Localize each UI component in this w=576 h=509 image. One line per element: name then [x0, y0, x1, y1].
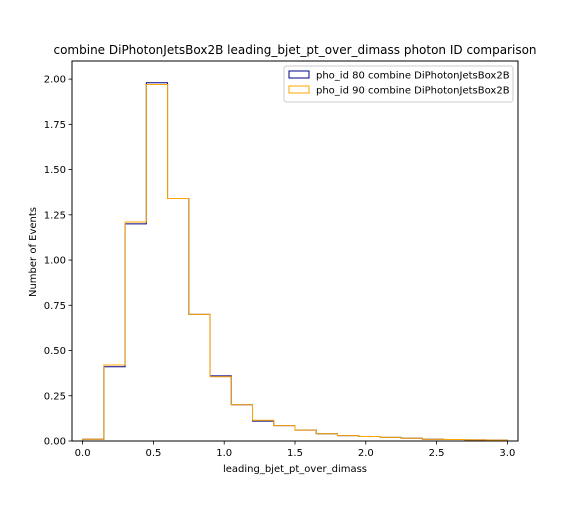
x-tick-label: 1.5 [287, 448, 303, 459]
legend-swatch-1 [288, 85, 310, 94]
legend-box [283, 65, 514, 103]
series-1-step-line [82, 84, 508, 441]
y-tick-label: 1.25 [44, 210, 66, 221]
x-axis-label: leading_bjet_pt_over_dimass [223, 464, 367, 475]
y-axis: 0.00 0.25 0.50 0.75 1.00 1.25 1.50 1.75 2.00 [44, 75, 72, 448]
x-tick-label: 0.5 [145, 448, 161, 459]
y-tick-label: 0.75 [44, 301, 66, 312]
chart-title: combine DiPhotonJetsBox2B leading_bjet_p… [53, 43, 536, 57]
legend: pho_id 80 combine DiPhotonJetsBox2B pho_i… [283, 65, 514, 103]
y-tick-label: 0.00 [44, 437, 66, 448]
x-tick-label: 1.0 [216, 448, 232, 459]
x-axis: 0.0 0.5 1.0 1.5 2.0 2.5 3.0 [75, 441, 515, 459]
y-tick-label: 0.50 [44, 346, 66, 357]
y-tick-label: 1.75 [44, 120, 66, 131]
x-tick-label: 2.5 [429, 448, 445, 459]
x-tick-label: 3.0 [499, 448, 515, 459]
x-tick-label: 0.0 [75, 448, 91, 459]
y-tick-label: 2.00 [44, 75, 66, 86]
x-tick-label: 2.0 [358, 448, 374, 459]
plot-frame [71, 60, 519, 442]
legend-label-0: pho_id 80 combine DiPhotonJetsBox2B [316, 71, 510, 82]
plot-area [82, 82, 508, 441]
y-tick-label: 0.25 [44, 391, 66, 402]
legend-swatch-0 [288, 70, 310, 79]
y-tick-label: 1.00 [44, 256, 66, 267]
y-axis-label: Number of Events [28, 207, 39, 297]
legend-label-1: pho_id 90 combine DiPhotonJetsBox2B [316, 86, 510, 97]
y-tick-label: 1.50 [44, 165, 66, 176]
